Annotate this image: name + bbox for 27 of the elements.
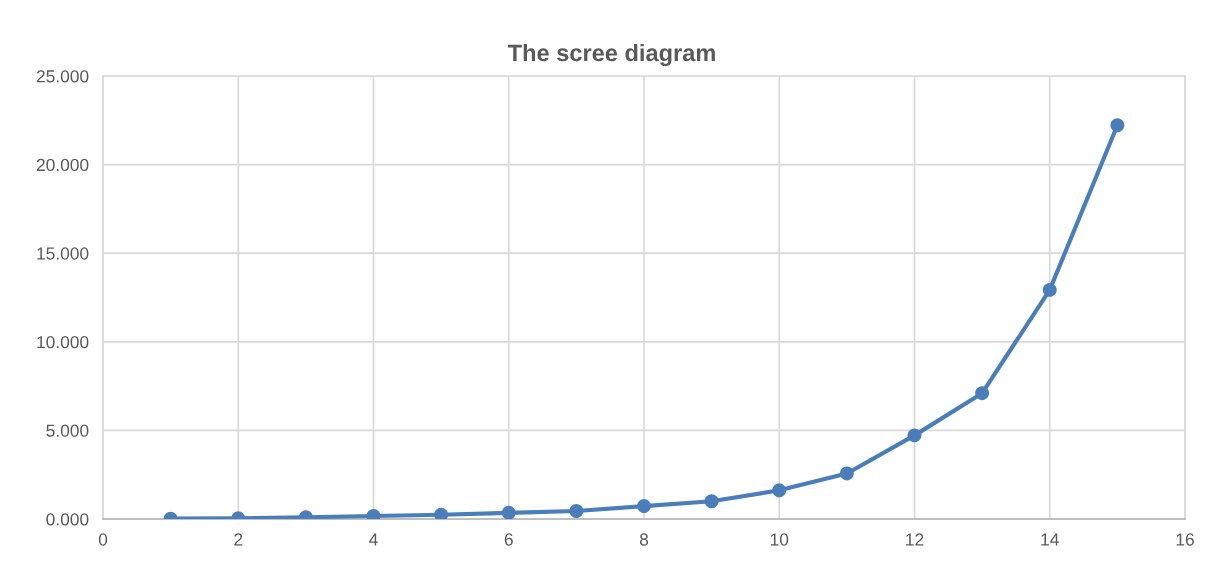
x-tick-label: 2 xyxy=(234,533,243,546)
y-tick-label: 5.000 xyxy=(46,424,89,437)
chart-title: The scree diagram xyxy=(507,43,715,67)
point xyxy=(907,428,922,443)
x-tick-label: 12 xyxy=(906,533,924,546)
x-tick-label: 8 xyxy=(639,533,649,546)
y-tick-label: 10.000 xyxy=(37,335,89,349)
point xyxy=(839,466,854,481)
point xyxy=(1110,118,1125,133)
point xyxy=(772,483,787,498)
y-tick-label: 20.000 xyxy=(36,158,89,172)
point xyxy=(975,386,990,401)
point xyxy=(637,499,651,514)
point xyxy=(704,494,719,509)
point xyxy=(434,507,449,519)
x-tick-label: 14 xyxy=(1041,533,1059,546)
point xyxy=(569,504,584,518)
y-tick-label: 25.000 xyxy=(36,70,89,83)
point xyxy=(1042,282,1057,297)
x-tick-label: 0 xyxy=(98,533,108,546)
point xyxy=(501,505,516,519)
y-tick-label: 15.000 xyxy=(37,247,89,260)
x-tick-label: 10 xyxy=(770,533,789,546)
y-tick-label: 0.000 xyxy=(46,513,89,526)
x-tick-label: 16 xyxy=(1176,533,1194,546)
x-tick-label: 6 xyxy=(504,533,513,546)
x-tick-label: 4 xyxy=(369,533,378,546)
